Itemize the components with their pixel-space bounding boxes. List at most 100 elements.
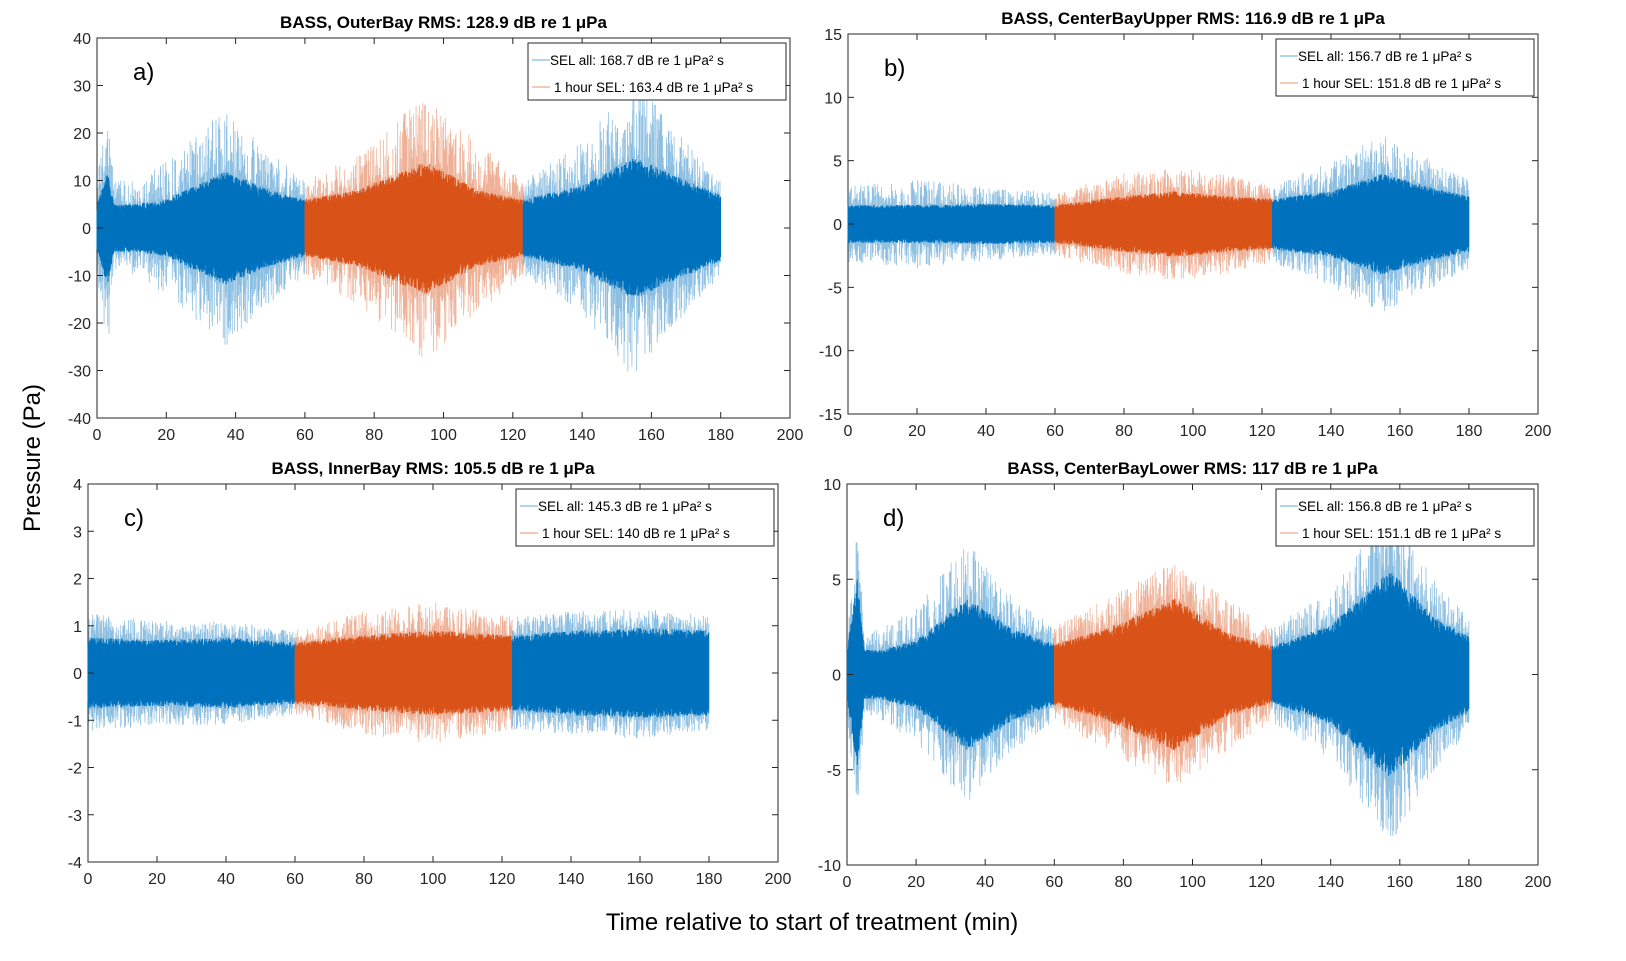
x-tick-label: 0 — [844, 423, 853, 440]
legend: SEL all: 156.7 dB re 1 μPa² s 1 hour SEL:… — [1275, 38, 1535, 97]
waveform-all — [1271, 174, 1470, 274]
x-axis-label: Time relative to start of treatment (min… — [606, 909, 1019, 936]
y-tick-label: -4 — [68, 855, 82, 872]
y-tick-label: 10 — [824, 90, 842, 107]
waveform-one_hour — [1053, 598, 1273, 751]
x-tick-label: 120 — [1248, 874, 1275, 891]
legend-box — [1275, 38, 1535, 97]
x-tick-label: 100 — [1179, 874, 1206, 891]
y-tick-label: -10 — [819, 344, 842, 361]
x-tick-label: 20 — [148, 871, 166, 888]
x-tick-label: 180 — [696, 871, 723, 888]
y-tick-label: 0 — [832, 668, 841, 685]
y-tick-label: 10 — [73, 174, 91, 191]
x-tick-label: 100 — [420, 871, 447, 888]
legend-entry-one_hour: 1 hour SEL: 140 dB re 1 μPa² s — [542, 526, 730, 541]
y-tick-label: 5 — [833, 154, 842, 171]
x-tick-label: 80 — [365, 427, 383, 444]
x-tick-label: 120 — [499, 427, 526, 444]
x-tick-label: 160 — [638, 427, 665, 444]
x-tick-label: 0 — [84, 871, 93, 888]
x-tick-label: 160 — [627, 871, 654, 888]
y-tick-label: -1 — [68, 713, 82, 730]
panel-title: BASS, CenterBayLower RMS: 117 dB re 1 μP… — [1007, 459, 1378, 478]
x-tick-label: 80 — [1115, 874, 1133, 891]
legend-box — [515, 488, 775, 547]
legend-entry-one_hour: 1 hour SEL: 163.4 dB re 1 μPa² s — [554, 80, 753, 95]
y-tick-label: 5 — [832, 572, 841, 589]
y-tick-label: 0 — [82, 221, 91, 238]
legend-entry-all: SEL all: 156.7 dB re 1 μPa² s — [1298, 49, 1472, 64]
x-tick-label: 140 — [1317, 874, 1344, 891]
x-tick-label: 200 — [1525, 874, 1552, 891]
waveform-all — [1271, 573, 1470, 776]
x-tick-label: 20 — [908, 423, 926, 440]
x-tick-label: 0 — [843, 874, 852, 891]
legend-entry-one_hour: 1 hour SEL: 151.1 dB re 1 μPa² s — [1302, 526, 1501, 541]
waveform-all — [847, 203, 1056, 244]
legend-entry-all: SEL all: 145.3 dB re 1 μPa² s — [538, 499, 712, 514]
x-tick-label: 80 — [355, 871, 373, 888]
waveform-one_hour — [304, 163, 524, 294]
x-tick-label: 40 — [976, 874, 994, 891]
x-tick-label: 140 — [1318, 423, 1345, 440]
x-tick-label: 60 — [296, 427, 314, 444]
x-tick-label: 180 — [1456, 423, 1483, 440]
legend-box — [527, 42, 787, 101]
panel-a: 0 20 40 60 80 100 120 140 160 180 200 -40 -30 -20 -10 0… — [68, 13, 804, 444]
x-tick-label: 60 — [286, 871, 304, 888]
y-tick-label: 15 — [824, 27, 842, 44]
y-tick-label: 10 — [823, 477, 841, 494]
panel-label: c) — [124, 505, 144, 532]
panel-title: BASS, CenterBayUpper RMS: 116.9 dB re 1 … — [1001, 9, 1385, 28]
x-tick-label: 20 — [907, 874, 925, 891]
x-tick-label: 60 — [1045, 874, 1063, 891]
y-tick-label: -2 — [68, 761, 82, 778]
y-tick-label: 30 — [73, 79, 91, 96]
legend-entry-all: SEL all: 168.7 dB re 1 μPa² s — [550, 53, 724, 68]
x-tick-label: 120 — [1249, 423, 1276, 440]
x-tick-label: 180 — [707, 427, 734, 444]
x-tick-label: 40 — [227, 427, 245, 444]
legend-entry-all: SEL all: 156.8 dB re 1 μPa² s — [1298, 499, 1472, 514]
panel-d: 0 20 40 60 80 100 120 140 160 180 200 -10 -5 0 5 10 BASS… — [818, 459, 1552, 891]
x-tick-label: 160 — [1386, 874, 1413, 891]
x-tick-label: 140 — [569, 427, 596, 444]
y-tick-label: 4 — [73, 477, 82, 494]
x-tick-label: 140 — [558, 871, 585, 888]
y-tick-label: -10 — [68, 269, 91, 286]
x-tick-label: 40 — [977, 423, 995, 440]
legend: SEL all: 156.8 dB re 1 μPa² s 1 hour SEL:… — [1275, 488, 1535, 547]
y-tick-label: 0 — [833, 217, 842, 234]
waveform-one_hour — [1054, 191, 1273, 257]
y-tick-label: 1 — [73, 619, 82, 636]
y-tick-label: 40 — [73, 31, 91, 48]
panel-label: d) — [883, 505, 904, 532]
y-tick-label: -5 — [828, 280, 842, 297]
y-tick-label: 0 — [73, 666, 82, 683]
y-tick-label: 20 — [73, 126, 91, 143]
waveform-all — [96, 172, 306, 285]
legend: SEL all: 168.7 dB re 1 μPa² s 1 hour SEL:… — [527, 42, 787, 101]
panel-label: a) — [133, 59, 154, 86]
panel-title: BASS, InnerBay RMS: 105.5 dB re 1 μPa — [271, 459, 595, 478]
legend-box — [1275, 488, 1535, 547]
panel-label: b) — [884, 55, 905, 82]
x-tick-label: 40 — [217, 871, 235, 888]
y-tick-label: 3 — [73, 524, 82, 541]
waveform-all — [87, 637, 296, 709]
waveform-all — [846, 579, 1055, 765]
y-tick-label: -15 — [819, 407, 842, 424]
x-tick-label: 180 — [1456, 874, 1483, 891]
x-tick-label: 200 — [765, 871, 792, 888]
y-tick-label: -10 — [818, 858, 841, 875]
panel-c: 0 20 40 60 80 100 120 140 160 180 200 -4 -3 -2 -1 0 1 2 3 4… — [68, 459, 792, 888]
x-tick-label: 80 — [1115, 423, 1133, 440]
y-tick-label: -40 — [68, 411, 91, 428]
x-tick-label: 60 — [1046, 423, 1064, 440]
y-tick-label: -30 — [68, 364, 91, 381]
x-tick-label: 100 — [430, 427, 457, 444]
y-axis-label: Pressure (Pa) — [19, 384, 46, 532]
panel-b: 0 20 40 60 80 100 120 140 160 180 200 -15 -10 -5 0 5 10 1… — [819, 9, 1552, 440]
